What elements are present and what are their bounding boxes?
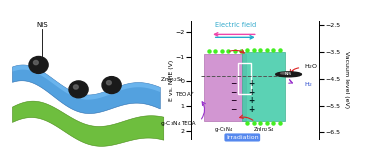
Circle shape — [34, 60, 38, 65]
Text: −: − — [230, 79, 237, 88]
Text: ZnIn$_2$S$_4$: ZnIn$_2$S$_4$ — [253, 125, 274, 134]
Text: TEOA$^+$: TEOA$^+$ — [175, 90, 196, 99]
Polygon shape — [12, 65, 160, 100]
Text: −: − — [230, 105, 237, 114]
FancyBboxPatch shape — [242, 52, 285, 121]
Circle shape — [73, 85, 78, 89]
Polygon shape — [12, 101, 164, 146]
Text: TEOA: TEOA — [181, 121, 196, 126]
Text: Electric field: Electric field — [215, 22, 257, 28]
Text: +: + — [248, 105, 254, 114]
Text: Irradiation: Irradiation — [226, 135, 259, 140]
Text: NiS: NiS — [36, 22, 48, 28]
Text: −: − — [230, 96, 237, 105]
Y-axis label: E vs. NHE (V): E vs. NHE (V) — [169, 59, 174, 101]
Text: NiS: NiS — [285, 72, 292, 76]
Circle shape — [107, 81, 111, 85]
Circle shape — [69, 81, 88, 98]
Text: H$_2$O: H$_2$O — [304, 62, 318, 71]
Text: +: + — [248, 88, 254, 97]
Circle shape — [276, 72, 301, 77]
Text: ZnIn$_2$S$_4$: ZnIn$_2$S$_4$ — [160, 76, 184, 84]
Circle shape — [102, 77, 121, 94]
Text: +: + — [248, 79, 254, 88]
Text: g-C$_3$N$_4$: g-C$_3$N$_4$ — [214, 125, 234, 134]
FancyBboxPatch shape — [204, 54, 246, 121]
Circle shape — [29, 56, 48, 73]
Text: +: + — [248, 96, 254, 105]
Circle shape — [280, 72, 289, 74]
Text: g-C$_3$N$_4$: g-C$_3$N$_4$ — [160, 119, 182, 128]
Text: −: − — [230, 88, 237, 97]
Y-axis label: Vacuum level (eV): Vacuum level (eV) — [344, 51, 349, 109]
Text: H$_2$: H$_2$ — [304, 80, 313, 89]
Polygon shape — [12, 65, 160, 114]
